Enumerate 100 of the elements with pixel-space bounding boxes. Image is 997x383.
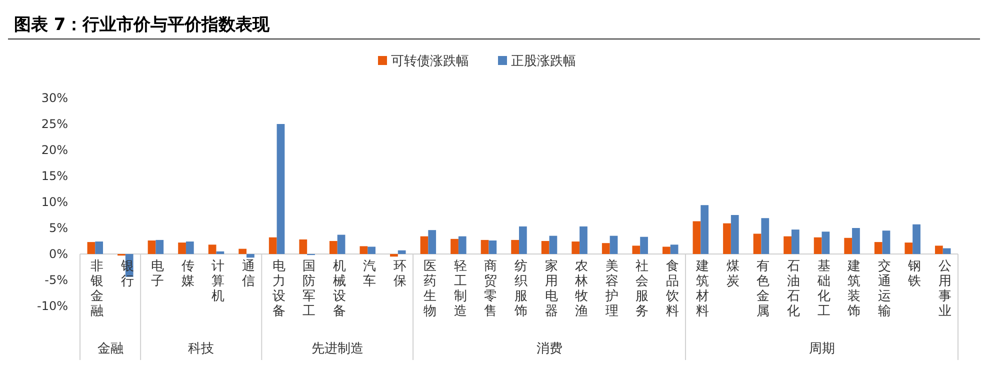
x-tick-label: 汽车 — [363, 259, 378, 289]
x-tick-label: 食品饮料 — [664, 259, 681, 319]
bar — [329, 241, 338, 254]
x-tick-label: 电子 — [151, 259, 166, 289]
text: 金融 — [97, 342, 124, 357]
x-tick-label: 建筑装饰 — [846, 259, 863, 319]
legend-label: 正股涨跌幅 — [511, 54, 576, 69]
bar — [246, 254, 254, 258]
bar — [186, 242, 194, 254]
x-tick-label: 银行 — [120, 259, 136, 289]
bar — [784, 236, 792, 254]
bar — [450, 238, 458, 254]
bar — [488, 240, 497, 254]
x-tick-label: 传媒 — [181, 259, 196, 289]
bar — [904, 242, 913, 254]
bar — [216, 251, 224, 254]
x-tick-label: 轻工制造 — [454, 259, 469, 319]
x-tick-label: 非银金融 — [90, 259, 106, 319]
bar — [390, 254, 398, 257]
y-tick-label: 0% — [48, 247, 68, 262]
bar — [87, 242, 96, 254]
x-tick-label: 公用事业 — [938, 259, 954, 319]
bar — [156, 240, 164, 254]
x-tick-label: 钢铁 — [907, 259, 924, 289]
bar — [882, 230, 890, 254]
bar — [874, 242, 882, 254]
x-tick-label: 建筑材料 — [695, 259, 712, 319]
bar — [723, 223, 731, 254]
y-tick-label: 20% — [41, 143, 68, 158]
bar — [844, 238, 852, 254]
x-tick-label: 国防军工 — [302, 259, 318, 319]
bar — [519, 226, 527, 254]
x-tick-label: 石油石化 — [786, 259, 802, 319]
x-tick-label: 美容护理 — [604, 258, 620, 319]
y-tick-label: 10% — [41, 195, 68, 210]
bar — [761, 218, 770, 254]
x-tick-label: 社会服务 — [636, 259, 651, 319]
y-tick-label: 30% — [41, 91, 68, 106]
bar — [632, 246, 640, 254]
bar — [420, 236, 428, 254]
bar — [360, 246, 368, 254]
bar — [692, 221, 701, 254]
bar — [580, 226, 588, 254]
bar — [208, 244, 216, 254]
bar — [276, 124, 285, 254]
bar — [178, 242, 186, 254]
bar — [148, 240, 156, 254]
x-tick-label: 煤炭 — [726, 259, 742, 289]
bar — [610, 236, 618, 254]
bar — [942, 248, 951, 254]
y-tick-label: 15% — [41, 169, 68, 184]
legend-label: 可转债涨跌幅 — [391, 54, 469, 69]
bar — [480, 240, 489, 254]
bar — [700, 205, 709, 254]
bar — [511, 240, 519, 254]
bar — [662, 246, 670, 254]
x-tick-label: 环保 — [393, 259, 408, 289]
text: 消费 — [536, 342, 562, 357]
x-tick-label: 电力设备 — [272, 259, 288, 319]
bar — [640, 236, 648, 254]
bar — [238, 248, 247, 254]
bar — [912, 224, 920, 254]
bar — [337, 234, 346, 254]
bar — [934, 246, 943, 254]
x-tick-label: 农林牧渔 — [574, 259, 590, 319]
y-tick-label: 5% — [48, 221, 68, 236]
text: 科技 — [188, 342, 214, 357]
text: 周期 — [808, 342, 835, 357]
bar — [753, 234, 762, 254]
x-tick-label: 家用电器 — [544, 258, 560, 319]
bar — [602, 243, 610, 254]
bar — [791, 230, 800, 254]
bar — [398, 250, 406, 254]
x-tick-label: 计算机 — [212, 259, 227, 304]
bar — [822, 232, 830, 254]
x-tick-label: 通信 — [242, 259, 258, 289]
bar — [814, 237, 822, 254]
bar — [852, 228, 860, 254]
x-tick-label: 纺织服饰 — [514, 259, 530, 319]
x-tick-label: 医药生物 — [424, 259, 439, 319]
text: 先进制造 — [311, 342, 364, 357]
bar — [368, 246, 376, 254]
x-tick-label: 基础化工 — [816, 259, 832, 319]
bar — [268, 237, 277, 254]
bar — [572, 242, 580, 254]
bar — [95, 242, 104, 254]
bar — [458, 236, 466, 254]
x-tick-label: 机械设备 — [332, 259, 348, 319]
x-tick-label: 有色金属 — [756, 259, 772, 319]
y-tick-label: -5% — [44, 273, 68, 288]
bar — [541, 241, 550, 254]
bar — [549, 236, 558, 254]
y-tick-label: -10% — [36, 299, 68, 314]
x-tick-label: 交通运输 — [878, 258, 893, 319]
chart-title: 图表 7：行业市价与平价指数表现 — [14, 15, 271, 35]
bar — [299, 239, 308, 254]
bar — [428, 230, 436, 254]
bar — [670, 244, 678, 254]
x-tick-label: 商贸零售 — [484, 259, 500, 319]
bar — [730, 215, 739, 254]
